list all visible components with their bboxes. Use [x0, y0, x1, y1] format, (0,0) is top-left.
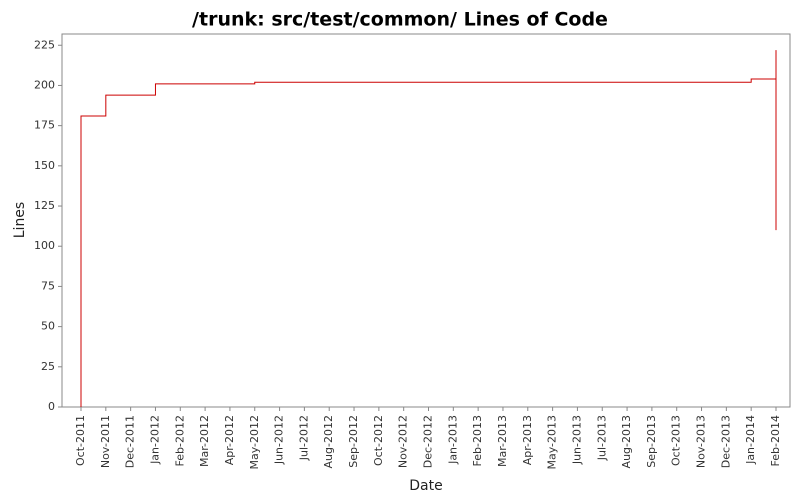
x-tick-label: Aug-2013 [620, 415, 633, 468]
y-tick-label: 150 [34, 159, 55, 172]
line [80, 50, 777, 407]
y-tick-label: 200 [34, 78, 55, 91]
x-tick-label: Jun-2013 [570, 415, 583, 465]
x-tick-label: Jul-2012 [297, 415, 310, 461]
x-tick-label: Apr-2012 [223, 415, 236, 465]
y-tick-label: 50 [41, 320, 55, 333]
x-tick-label: Dec-2012 [422, 415, 435, 468]
x-tick-label: Oct-2011 [74, 415, 87, 466]
x-tick-label: Oct-2012 [372, 415, 385, 466]
x-tick-label: Dec-2013 [719, 415, 732, 468]
y-tick-label: 225 [34, 38, 55, 51]
x-tick-label: Jan-2012 [148, 415, 161, 465]
chart-title: /trunk: src/test/common/ Lines of Code [192, 9, 608, 31]
x-tick-label: Sep-2012 [347, 415, 360, 468]
y-tick-label: 0 [48, 400, 55, 413]
x-tick-label: Nov-2013 [695, 415, 708, 468]
x-tick-label: Mar-2013 [496, 415, 509, 467]
x-tick-label: Feb-2012 [173, 415, 186, 466]
plot-area [61, 33, 791, 408]
x-tick-label: May-2013 [546, 415, 559, 470]
y-tick-label: 75 [41, 279, 55, 292]
x-tick-label: Jan-2014 [744, 415, 757, 465]
x-tick-label: Feb-2014 [769, 415, 782, 466]
x-tick-label: May-2012 [248, 415, 261, 470]
x-tick-label: Jan-2013 [446, 415, 459, 465]
y-axis-title: Lines [12, 202, 28, 238]
y-tick-label: 175 [34, 119, 55, 132]
x-tick-label: Nov-2012 [397, 415, 410, 468]
x-tick-label: Apr-2013 [521, 415, 534, 465]
y-tick-label: 125 [34, 199, 55, 212]
x-tick-label: Nov-2011 [99, 415, 112, 468]
x-axis-title: Date [409, 478, 442, 494]
x-tick-label: Mar-2012 [198, 415, 211, 467]
x-tick-label: Feb-2013 [471, 415, 484, 466]
y-tick-label: 25 [41, 360, 55, 373]
x-tick-label: Sep-2013 [645, 415, 658, 468]
x-tick-label: Aug-2012 [322, 415, 335, 468]
y-tick-label: 100 [34, 239, 55, 252]
x-tick-label: Jul-2013 [595, 415, 608, 461]
x-tick-label: Oct-2013 [670, 415, 683, 466]
x-tick-label: Dec-2011 [124, 415, 137, 468]
x-tick-label: Jun-2012 [273, 415, 286, 465]
